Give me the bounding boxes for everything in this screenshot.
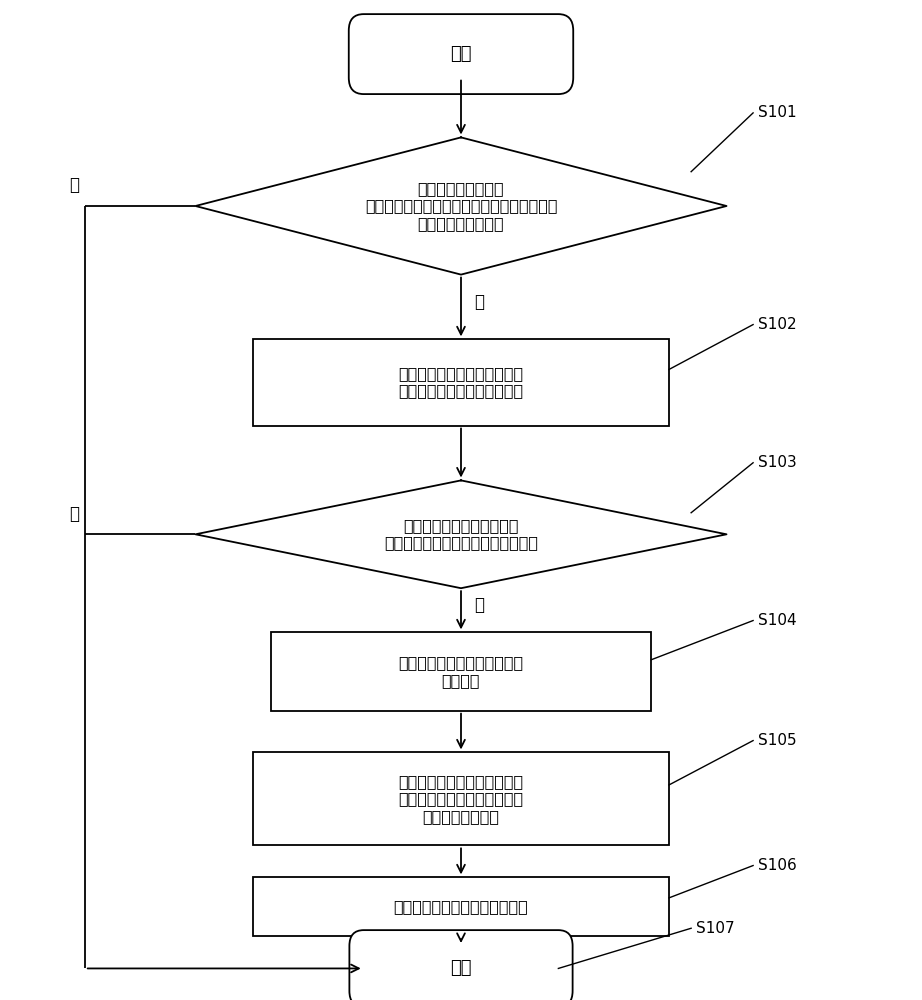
Bar [271, 632, 651, 711]
FancyBboxPatch shape [349, 14, 573, 94]
Text: 部署每个产品系统图的产品资源: 部署每个产品系统图的产品资源 [394, 899, 528, 914]
Text: 结束: 结束 [450, 959, 472, 977]
Text: 开始: 开始 [450, 45, 472, 63]
Bar [253, 752, 669, 845]
Text: 根据拖放的产品图形以及建立
的关联关系在工作区构建出至
少一个产品系统图: 根据拖放的产品图形以及建立 的关联关系在工作区构建出至 少一个产品系统图 [398, 774, 524, 824]
Text: S107: S107 [695, 921, 734, 936]
Bar [253, 877, 669, 936]
Text: 否: 否 [69, 176, 79, 194]
Polygon shape [195, 137, 727, 275]
Text: 根据预存的产品图形的图片信
息将产品图形放置于工作区内: 根据预存的产品图形的图片信 息将产品图形放置于工作区内 [398, 366, 524, 399]
Text: 是: 是 [474, 596, 484, 614]
Text: 检查是否存在将产品
图形拖放于工作区的放置操作，一个产品图形
对应预存的产品信息: 检查是否存在将产品 图形拖放于工作区的放置操作，一个产品图形 对应预存的产品信息 [365, 181, 557, 231]
FancyBboxPatch shape [349, 930, 573, 1000]
Text: 检测是否存在建立工作区内
产品图形之间的关联关系的建立操作: 检测是否存在建立工作区内 产品图形之间的关联关系的建立操作 [384, 518, 538, 550]
Text: 建立相对应的产品图形之间的
关联关系: 建立相对应的产品图形之间的 关联关系 [398, 655, 524, 688]
Text: S104: S104 [758, 613, 796, 628]
Text: 是: 是 [474, 293, 484, 311]
Bar [253, 339, 669, 426]
Text: S103: S103 [758, 455, 797, 470]
Text: S106: S106 [758, 858, 797, 873]
Text: S102: S102 [758, 317, 796, 332]
Text: S101: S101 [758, 105, 796, 120]
Polygon shape [195, 480, 727, 588]
Text: S105: S105 [758, 733, 796, 748]
Text: 否: 否 [69, 505, 79, 523]
